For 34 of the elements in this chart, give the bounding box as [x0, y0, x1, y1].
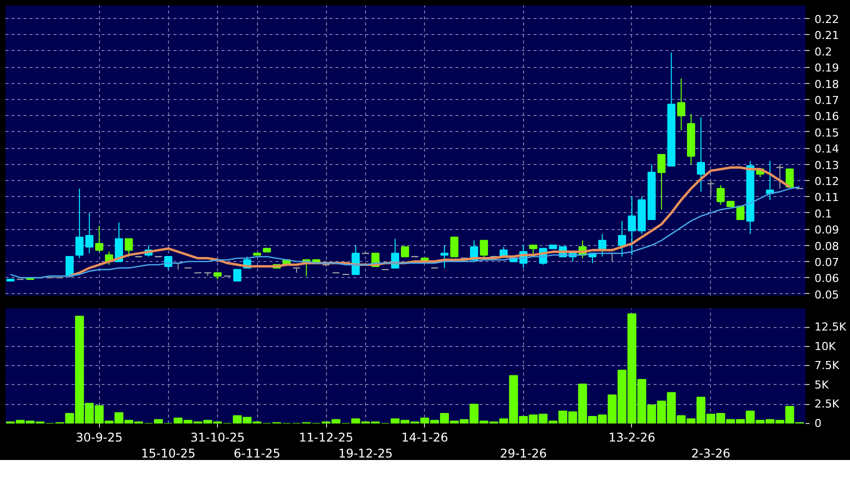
y-tick-label: 0.19: [814, 62, 839, 75]
y-tick-label: 0.2: [814, 45, 832, 58]
y-tick-label: 0: [814, 417, 822, 430]
x-tick-label: 14-1-26: [401, 430, 448, 444]
y-tick-label: 0.1: [814, 207, 832, 220]
x-tick-label: 11-12-25: [298, 430, 354, 444]
y-tick-label: 2.5K: [814, 398, 840, 411]
y-tick-label: 0.17: [814, 94, 839, 107]
y-tick-label: 10K: [814, 340, 836, 353]
y-tick-label: 7.5K: [814, 359, 840, 372]
y-tick-label: 0.13: [814, 158, 839, 172]
y-tick-label: 5K: [814, 378, 830, 392]
y-tick-label: 0.14: [814, 142, 839, 156]
x-tick-label: 30-9-25: [76, 430, 123, 444]
y-tick-label: 12.5K: [814, 320, 847, 334]
y-tick-label: 0.18: [814, 78, 839, 91]
y-tick-label: 0.21: [814, 29, 839, 42]
x-tick-label: 2-3-26: [691, 446, 730, 460]
x-tick-label: 13-2-26: [608, 430, 656, 444]
y-tick-label: 0.08: [814, 240, 839, 253]
y-tick-label: 0.15: [814, 126, 839, 140]
y-tick-label: 0.06: [814, 272, 839, 286]
y-tick-label: 0.05: [814, 288, 839, 302]
y-tick-label: 0.11: [814, 191, 839, 204]
x-tick-label: 6-11-25: [234, 446, 280, 460]
y-tick-label: 0.09: [814, 224, 839, 237]
x-tick-label: 15-10-25: [141, 446, 196, 460]
y-tick-label: 0.12: [814, 174, 839, 188]
y-tick-label: 0.07: [814, 256, 839, 269]
y-tick-label: 0.16: [814, 110, 839, 124]
x-tick-label: 19-12-25: [338, 446, 393, 460]
x-tick-label: 31-10-25: [190, 430, 245, 444]
y-tick-label: 0.22: [814, 12, 839, 26]
x-tick-label: 29-1-26: [500, 446, 547, 460]
